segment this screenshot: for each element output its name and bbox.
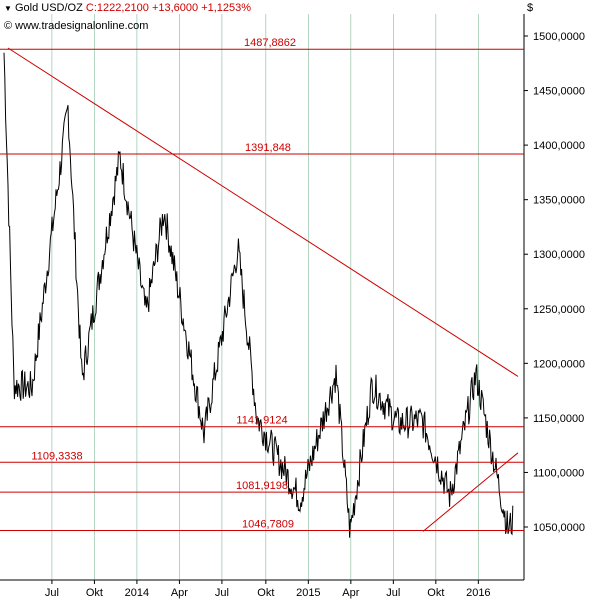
instrument-name: Gold USD/OZ	[14, 2, 83, 14]
dropdown-arrow-icon[interactable]: ▼	[4, 4, 12, 13]
x-tick-label: 2014	[125, 587, 149, 599]
x-tick-label: 2016	[466, 587, 490, 599]
x-tick-label: Apr	[342, 587, 359, 599]
x-tick-label: Jul	[215, 587, 229, 599]
y-axis-unit: $	[527, 2, 534, 14]
y-tick-label: 1200,0000	[533, 358, 585, 370]
x-tick-label: Okt	[86, 587, 103, 599]
level-label: 1109,3338	[31, 450, 82, 462]
level-label: 1081,9198	[236, 480, 288, 492]
x-tick-label: Jul	[45, 587, 59, 599]
level-label: 1141,9124	[236, 415, 287, 427]
y-tick-label: 1500,0000	[533, 31, 585, 43]
trendline	[7, 47, 519, 377]
x-tick-label: Okt	[257, 587, 274, 599]
copyright-icon: ©	[4, 20, 13, 32]
source-line: © www.tradesignalonline.com	[4, 20, 148, 32]
x-tick-label: 2015	[296, 587, 320, 599]
level-label: 1046,7809	[242, 519, 294, 531]
price-series-line	[3, 52, 514, 538]
y-tick-label: 1350,0000	[533, 195, 585, 207]
y-tick-label: 1050,0000	[533, 522, 585, 534]
source-text: www.tradesignalonline.com	[15, 20, 149, 32]
y-tick-label: 1100,0000	[533, 467, 584, 479]
x-tick-label: Jul	[386, 587, 400, 599]
y-tick-label: 1450,0000	[533, 86, 585, 98]
x-tick-label: Okt	[427, 587, 444, 599]
y-tick-label: 1250,0000	[533, 304, 585, 316]
level-label: 1391,848	[245, 142, 291, 154]
y-tick-label: 1150,0000	[533, 413, 584, 425]
chart-header: ▼ Gold USD/OZ C:1222,2100 +13,6000 +1,12…	[4, 2, 251, 14]
y-tick-label: 1400,0000	[533, 140, 585, 152]
price-quote: C:1222,2100 +13,6000 +1,1253%	[85, 2, 252, 14]
y-tick-label: 1300,0000	[533, 249, 585, 261]
x-tick-label: Apr	[171, 587, 188, 599]
level-label: 1487,8862	[244, 37, 296, 49]
